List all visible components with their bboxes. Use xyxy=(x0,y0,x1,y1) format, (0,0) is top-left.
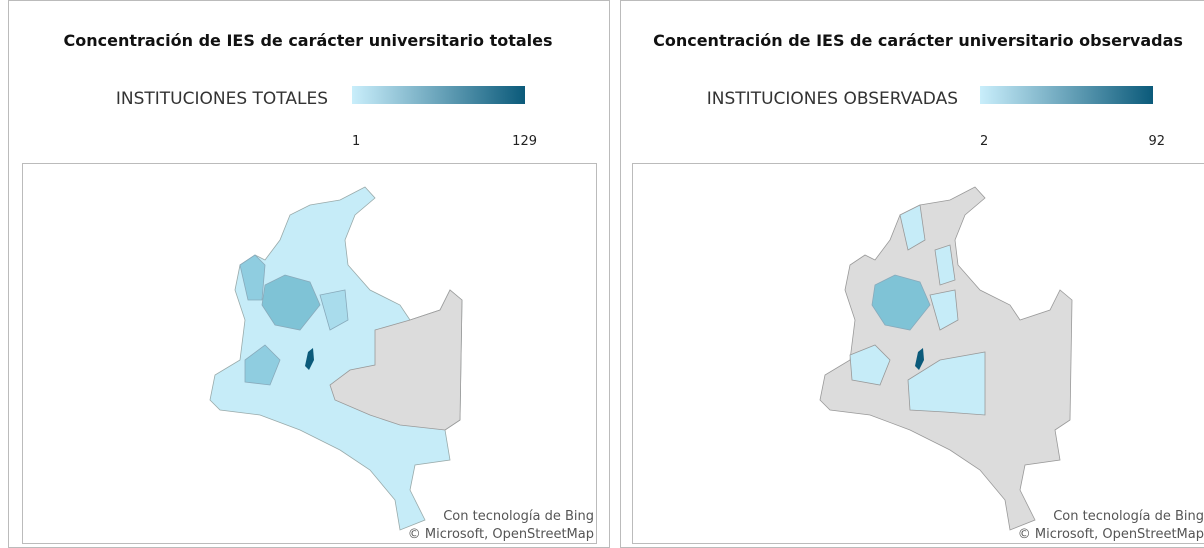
attribution: © Microsoft, OpenStreetMap xyxy=(1018,527,1204,542)
title: Concentración de IES de carácter univers… xyxy=(653,31,1183,50)
legend-min: 1 xyxy=(352,134,360,149)
attribution: Con tecnología de Bing xyxy=(443,509,594,524)
region xyxy=(907,351,986,416)
region xyxy=(934,244,956,286)
map xyxy=(819,186,1073,531)
panel: Concentración de IES de carácter univers… xyxy=(620,0,1204,548)
region xyxy=(915,348,924,370)
legend-label: INSTITUCIONES OBSERVADAS xyxy=(707,89,958,109)
legend-max: 92 xyxy=(1148,134,1165,149)
title: Concentración de IES de carácter univers… xyxy=(63,31,552,50)
region xyxy=(871,274,931,331)
region xyxy=(899,204,926,251)
legend-max: 129 xyxy=(512,134,537,149)
region xyxy=(261,274,321,331)
region xyxy=(319,289,349,331)
attribution: © Microsoft, OpenStreetMap xyxy=(408,527,594,542)
region xyxy=(929,289,959,331)
region xyxy=(244,344,281,386)
region xyxy=(305,348,314,370)
legend-gradient xyxy=(980,86,1153,104)
panel: Concentración de IES de carácter univers… xyxy=(8,0,610,548)
legend-label: INSTITUCIONES TOTALES xyxy=(116,89,328,109)
legend-min: 2 xyxy=(980,134,988,149)
map xyxy=(209,186,463,531)
region xyxy=(239,254,266,301)
region xyxy=(849,344,891,386)
attribution: Con tecnología de Bing xyxy=(1053,509,1204,524)
legend-gradient xyxy=(352,86,525,104)
